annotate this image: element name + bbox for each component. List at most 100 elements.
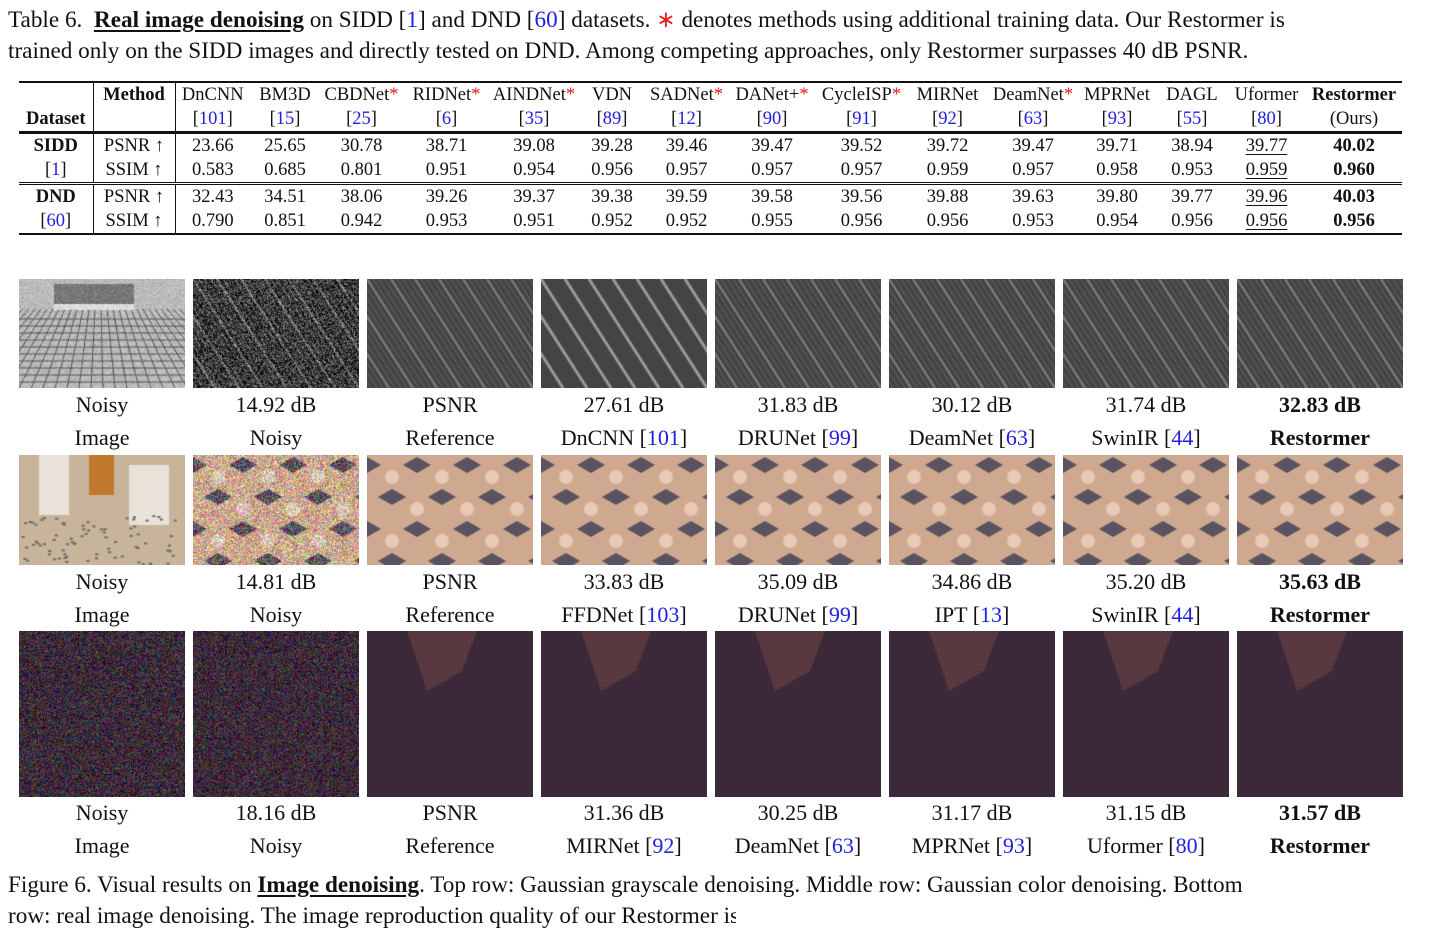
value-cell: 39.88 — [906, 184, 989, 210]
citation-link[interactable]: 103 — [646, 602, 679, 627]
caption-text: on SIDD [ — [304, 7, 406, 33]
label-bottom: Restormer — [1270, 425, 1370, 450]
label-top: Noisy — [76, 392, 129, 417]
table-row: [60] SSIM ↑ 0.790 0.851 0.942 0.953 0.951 0.952… — [19, 209, 1402, 234]
method-name: VDN — [592, 85, 632, 105]
metric-value: 39.71 — [1096, 136, 1138, 156]
citation-link[interactable]: 63 — [832, 833, 854, 858]
citation-link[interactable]: 89 — [603, 109, 622, 129]
method-name-cell: Uformer — [1227, 82, 1306, 107]
label-top: 31.15 dB — [1106, 800, 1187, 825]
metric-value: 39.96 — [1246, 187, 1288, 207]
citation-link[interactable]: 1 — [406, 7, 418, 33]
metric-label-cell: SSIM ↑ — [93, 158, 175, 184]
metric-value: 0.957 — [751, 160, 793, 180]
table-row: [1] SSIM ↑ 0.583 0.685 0.801 0.951 0.954 0.956 0… — [19, 158, 1402, 184]
citation-link[interactable]: 63 — [1024, 109, 1043, 129]
value-cell: 39.52 — [817, 133, 906, 159]
result-image — [715, 455, 881, 565]
psnr-label: Noisy — [15, 565, 189, 598]
metric-value: 0.957 — [841, 160, 883, 180]
method-name: AINDNet — [493, 85, 566, 105]
metric-value: 0.801 — [341, 160, 383, 180]
table-header-row: [101] [15] [25] [6] [35] [89] [12] [90] [91] [92]… — [19, 107, 1402, 133]
metric-value: 0.952 — [666, 211, 708, 231]
label-top: Noisy — [76, 800, 129, 825]
image-canvas — [1237, 279, 1403, 388]
citation-link[interactable]: 13 — [980, 602, 1002, 627]
value-cell: 0.959 — [906, 158, 989, 184]
citation-link[interactable]: 101 — [647, 425, 680, 450]
method-label: DeamNet [63] — [711, 829, 885, 862]
citation-link[interactable]: 80 — [1257, 109, 1276, 129]
value-cell: 39.28 — [578, 133, 646, 159]
metric-value: 0.955 — [751, 211, 793, 231]
value-cell: 0.956 — [906, 209, 989, 234]
psnr-label: 14.92 dB — [189, 388, 363, 421]
image-canvas — [541, 455, 707, 565]
label-top: 34.86 dB — [932, 569, 1013, 594]
result-image — [367, 455, 533, 565]
citation-link[interactable]: 92 — [938, 109, 957, 129]
method-name: BM3D — [259, 85, 310, 105]
citation-link[interactable]: 12 — [677, 109, 696, 129]
label-bottom: Noisy — [250, 602, 303, 627]
citation-link[interactable]: 93 — [1108, 109, 1127, 129]
label-bottom: Image — [75, 425, 130, 450]
citation-link[interactable]: 1 — [51, 160, 60, 180]
citation-link[interactable]: 63 — [1006, 425, 1028, 450]
method-label: Restormer — [1233, 598, 1407, 631]
citation-link[interactable]: 91 — [852, 109, 871, 129]
metric-value: 23.66 — [192, 136, 234, 156]
citation-link[interactable]: 93 — [1003, 833, 1025, 858]
label-bottom: SwinIR — [1091, 425, 1164, 450]
citation-link[interactable]: 44 — [1171, 602, 1193, 627]
method-ref-cell: [80] — [1227, 107, 1306, 133]
result-image — [19, 279, 185, 388]
citation-link[interactable]: 99 — [829, 602, 851, 627]
citation-link[interactable]: 25 — [352, 109, 371, 129]
metric-value: 0.952 — [591, 211, 633, 231]
citation-link[interactable]: 35 — [525, 109, 544, 129]
citation-link[interactable]: 6 — [442, 109, 451, 129]
citation-link[interactable]: 101 — [199, 109, 227, 129]
metric-value: 39.80 — [1096, 187, 1138, 207]
label-top: 31.36 dB — [584, 800, 665, 825]
citation-link[interactable]: 80 — [1176, 833, 1198, 858]
caption-text: denotes methods using additional trainin… — [676, 7, 1285, 33]
label-bottom: Image — [75, 833, 130, 858]
metric-value: 39.08 — [513, 136, 555, 156]
table-number: Table 6. — [8, 7, 82, 33]
citation-link[interactable]: 99 — [829, 425, 851, 450]
label-bottom: Restormer — [1270, 833, 1370, 858]
result-image — [889, 279, 1055, 388]
metric-value: 39.77 — [1246, 136, 1288, 156]
citation-link[interactable]: 55 — [1183, 109, 1202, 129]
citation-link[interactable]: 44 — [1171, 425, 1193, 450]
citation-link[interactable]: 60 — [535, 7, 558, 33]
metric-value: 39.52 — [841, 136, 883, 156]
caption-text: ] and DND [ — [418, 7, 535, 33]
metric-value: 39.47 — [1012, 136, 1054, 156]
value-cell: 23.66 — [175, 133, 250, 159]
citation-link[interactable]: 90 — [763, 109, 782, 129]
value-cell: 39.46 — [646, 133, 727, 159]
citation-link[interactable]: 60 — [47, 211, 66, 231]
method-name: MIRNet — [917, 85, 979, 105]
metric-value: 38.94 — [1171, 136, 1213, 156]
result-image — [715, 631, 881, 797]
citation-link[interactable]: 92 — [652, 833, 674, 858]
asterisk-symbol: * — [799, 85, 808, 105]
metric-label: SSIM ↑ — [105, 160, 162, 180]
value-cell: 0.956 — [578, 158, 646, 184]
metric-value: 0.954 — [513, 160, 555, 180]
value-cell: 0.959 — [1227, 158, 1306, 184]
method-label: Uformer [80] — [1059, 829, 1233, 862]
metric-value: 0.956 — [1246, 211, 1288, 231]
citation-link[interactable]: 15 — [276, 109, 295, 129]
result-image — [19, 455, 185, 565]
label-bottom: DRUNet — [738, 425, 822, 450]
method-ref-cell: (Ours) — [1306, 107, 1402, 133]
psnr-label: 31.83 dB — [711, 388, 885, 421]
value-cell: 0.956 — [1227, 209, 1306, 234]
